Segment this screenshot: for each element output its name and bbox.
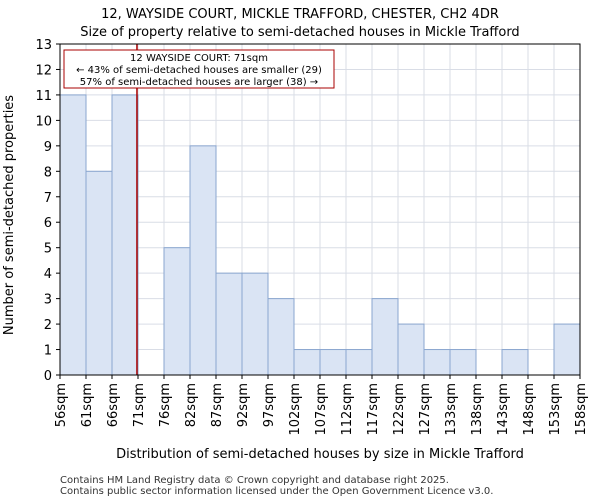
x-tick-label: 87sqm bbox=[210, 383, 225, 427]
annotation-frame bbox=[63, 49, 335, 89]
annotation-box: 12 WAYSIDE COURT: 71sqm ← 43% of semi-de… bbox=[63, 49, 335, 89]
bars-layer bbox=[59, 94, 581, 376]
x-tick-label: 56sqm bbox=[54, 383, 69, 427]
x-tick-label: 76sqm bbox=[158, 383, 173, 427]
y-tick-label: 10 bbox=[35, 114, 52, 129]
histogram-bar bbox=[319, 349, 347, 376]
y-tick-label: 12 bbox=[35, 63, 52, 78]
histogram-bar bbox=[501, 349, 529, 376]
y-tick-label: 6 bbox=[44, 216, 52, 231]
histogram-bar bbox=[189, 145, 217, 376]
x-tick-label: 82sqm bbox=[184, 383, 199, 427]
annotation-line-1: 12 WAYSIDE COURT: 71sqm bbox=[130, 53, 268, 64]
x-tick-label: 122sqm bbox=[392, 383, 407, 436]
x-tick-label: 97sqm bbox=[262, 383, 277, 427]
x-tick-label: 102sqm bbox=[288, 383, 303, 436]
x-tick-label: 158sqm bbox=[574, 383, 589, 436]
x-tick-label: 107sqm bbox=[314, 383, 329, 436]
y-axis-label: Number of semi-detached properties bbox=[2, 95, 17, 335]
histogram-bar bbox=[371, 298, 399, 376]
histogram-bar bbox=[345, 349, 373, 376]
x-tick-label: 71sqm bbox=[132, 383, 147, 427]
histogram-bar bbox=[215, 272, 243, 376]
x-tick-label: 138sqm bbox=[470, 383, 485, 436]
y-tick-label: 3 bbox=[44, 293, 52, 308]
x-tick-label: 92sqm bbox=[236, 383, 251, 427]
histogram-bar bbox=[59, 94, 87, 376]
y-tick-label: 5 bbox=[44, 242, 52, 257]
x-tick-label: 153sqm bbox=[548, 383, 563, 436]
histogram-bar bbox=[267, 298, 295, 376]
annotation-line-3: 57% of semi-detached houses are larger (… bbox=[80, 77, 318, 88]
x-axis-ticks: 56sqm 61sqm 66sqm 71sqm 76sqm 82sqm 87sqm 92sqm… bbox=[54, 375, 589, 436]
footer-line-2: Contains public sector information licen… bbox=[60, 486, 493, 497]
histogram-bar bbox=[423, 349, 451, 376]
y-tick-label: 0 bbox=[44, 369, 52, 384]
y-tick-label: 11 bbox=[35, 89, 52, 104]
x-tick-label: 66sqm bbox=[106, 383, 121, 427]
histogram-bar bbox=[397, 323, 425, 376]
x-tick-label: 112sqm bbox=[340, 383, 355, 436]
x-tick-label: 148sqm bbox=[522, 383, 537, 436]
histogram-bar bbox=[85, 170, 113, 376]
annotation-line-2: ← 43% of semi-detached houses are smalle… bbox=[76, 65, 322, 76]
chart-title: 12, WAYSIDE COURT, MICKLE TRAFFORD, CHES… bbox=[101, 7, 499, 22]
x-axis-label: Distribution of semi-detached houses by … bbox=[116, 447, 524, 462]
y-tick-label: 8 bbox=[44, 165, 52, 180]
histogram-bar bbox=[163, 247, 191, 376]
y-tick-label: 13 bbox=[35, 38, 52, 53]
y-tick-label: 9 bbox=[44, 140, 52, 155]
y-tick-label: 7 bbox=[44, 191, 52, 206]
footer-line-1: Contains HM Land Registry data © Crown c… bbox=[60, 475, 449, 486]
x-tick-label: 133sqm bbox=[444, 383, 459, 436]
y-tick-label: 1 bbox=[44, 344, 52, 359]
chart-subtitle: Size of property relative to semi-detach… bbox=[80, 25, 519, 40]
x-tick-label: 61sqm bbox=[80, 383, 95, 427]
histogram-bar bbox=[553, 323, 581, 376]
x-tick-label: 117sqm bbox=[366, 383, 381, 436]
x-tick-label: 127sqm bbox=[418, 383, 433, 436]
y-tick-label: 4 bbox=[44, 267, 52, 282]
x-tick-label: 143sqm bbox=[496, 383, 511, 436]
y-tick-label: 2 bbox=[44, 318, 52, 333]
histogram-bar bbox=[293, 349, 321, 376]
histogram-bar bbox=[449, 349, 477, 376]
histogram-bar bbox=[241, 272, 269, 376]
histogram-bar bbox=[111, 94, 139, 376]
